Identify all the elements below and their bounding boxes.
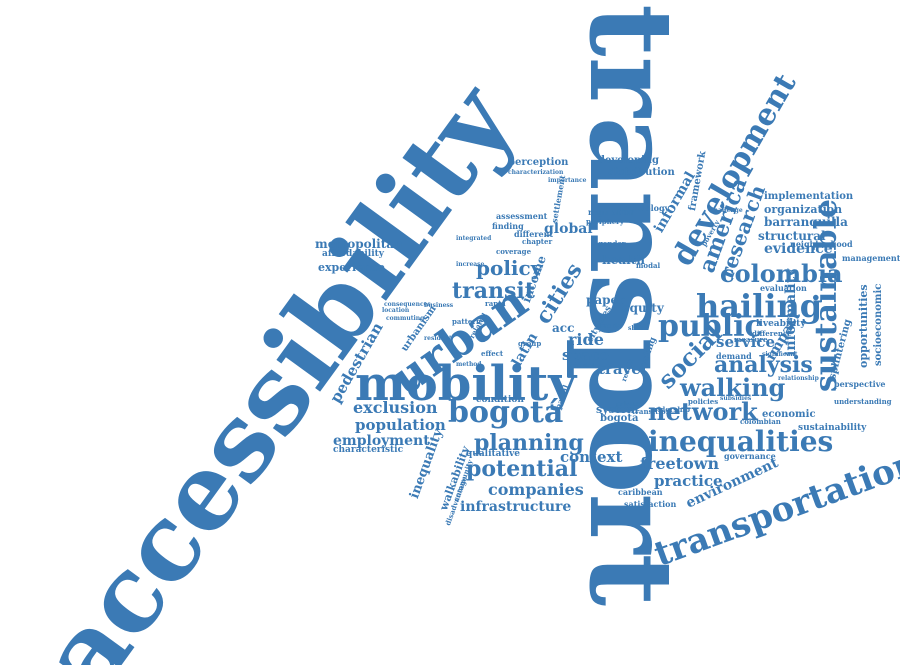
word-developing: developing — [598, 155, 660, 166]
word-liveability: liveability — [756, 319, 806, 329]
word-system: system — [596, 403, 639, 416]
word-policies: policies — [688, 397, 719, 406]
word-acc: acc — [552, 321, 575, 335]
word-condition: condition — [476, 395, 524, 405]
word-companies: companies — [488, 480, 584, 499]
word-satisfaction: satisfaction — [624, 499, 677, 509]
word-commuting: commuting — [386, 315, 425, 322]
word-difference: difference — [752, 329, 792, 338]
word-governance: governance — [724, 451, 776, 461]
word-evidence: evidence — [764, 241, 833, 257]
word-bogota: bogota — [600, 413, 639, 424]
word-group: group — [518, 339, 542, 348]
word-assessment: assessment — [496, 211, 548, 221]
word-importance: importance — [548, 177, 587, 184]
word-modal: modal — [636, 261, 661, 270]
word-network: network — [648, 397, 758, 426]
word-perception: perception — [508, 157, 569, 168]
word-chapter: chapter — [522, 237, 553, 246]
word-neighborhood: neighborhood — [790, 239, 853, 249]
word-method: method — [456, 361, 482, 368]
word-management: management — [842, 253, 900, 263]
word-colombia: colombia — [720, 259, 843, 288]
word-global: global — [544, 221, 593, 237]
word-freetown: freetown — [640, 454, 720, 473]
word-location: location — [382, 307, 410, 314]
word-potential: potential — [466, 456, 578, 482]
word-planning: planning — [474, 430, 584, 456]
word-exclusion: exclusion — [353, 398, 438, 417]
word-model: model — [570, 361, 595, 370]
word-mobility: mobility — [355, 356, 577, 412]
word-analysis: analysis — [714, 352, 813, 378]
word-perspective: perspective — [834, 379, 886, 389]
word-gender: gender — [598, 239, 626, 248]
word-service: service — [716, 333, 775, 351]
word-walking: walking — [680, 373, 786, 402]
word-policy: policy — [476, 256, 543, 280]
word-hailing: hailing — [696, 287, 823, 325]
word-public: public — [658, 309, 763, 344]
word-implementation: implementation — [764, 191, 854, 202]
word-structural: structural — [758, 229, 826, 243]
word-ride: ride — [568, 330, 604, 349]
word-regulation: regulation — [588, 207, 635, 217]
word-opportunities: opportunities — [857, 284, 870, 368]
word-socioeconomic: socioeconomic — [873, 283, 884, 366]
word-barranquilla: barranquilla — [764, 215, 848, 229]
word-colombian: colombian — [740, 417, 781, 426]
word-integrated: integrated — [456, 235, 492, 242]
word-coverage: coverage — [496, 247, 532, 256]
word-measure: measure — [734, 335, 768, 344]
word-business: business — [424, 302, 454, 309]
word-challenge: challenge — [710, 207, 743, 214]
word-equity: equity — [622, 301, 664, 315]
word-private: private — [616, 401, 640, 408]
word-economic: economic — [762, 409, 816, 420]
word-practice: practice — [654, 472, 723, 490]
word-consequences: consequences — [384, 301, 431, 308]
word-qualitative: qualitative — [466, 449, 521, 459]
word-resident: resident — [424, 335, 452, 342]
word-characteristic: characteristic — [333, 445, 404, 455]
word-technology: technology — [620, 203, 670, 213]
word-distribution: distribution — [608, 167, 675, 178]
word-bogota-accent: bogotá — [448, 395, 564, 430]
word-different: different — [514, 229, 554, 239]
word-employment: employment — [333, 433, 430, 449]
word-increase: increase — [456, 261, 485, 268]
word-health: health — [602, 253, 645, 267]
word-experience: experience — [318, 261, 385, 274]
word-rapid: rapid — [485, 299, 506, 308]
word-population: population — [355, 416, 446, 434]
word-understanding: understanding — [834, 397, 892, 406]
word-caribbean: caribbean — [618, 487, 663, 497]
word-pattern: pattern — [452, 317, 482, 326]
word-infrastructure: infrastructure — [460, 499, 572, 515]
word-paper: paper — [586, 293, 625, 307]
word-space: space — [562, 346, 610, 364]
word-sustainability: sustainability — [798, 423, 867, 433]
word-finding: finding — [492, 221, 524, 231]
word-characterization: characterization — [508, 169, 564, 176]
word-significant: significant — [762, 351, 798, 358]
word-shift: shift — [628, 325, 644, 332]
word-mode: mode — [600, 321, 622, 330]
word-evaluation: evaluation — [760, 283, 807, 293]
word-inequalities: inequalities — [648, 425, 834, 458]
word-subsidies: subsidies — [720, 395, 752, 402]
word-organization: organization — [764, 203, 843, 216]
word-context: context — [560, 448, 623, 466]
word-transition: transition — [632, 407, 671, 416]
word-travel: travel — [598, 360, 647, 378]
word-ridership: ridership — [654, 405, 690, 414]
word-demand: demand — [716, 351, 752, 361]
word-transit: transit — [452, 278, 535, 304]
word-effect: effect — [481, 349, 504, 358]
word-periphery: periphery — [586, 217, 624, 226]
word-relationship: relationship — [778, 375, 819, 382]
word-metropolitan: metropolitan — [315, 237, 403, 251]
word-affordability: affordability — [322, 249, 385, 259]
